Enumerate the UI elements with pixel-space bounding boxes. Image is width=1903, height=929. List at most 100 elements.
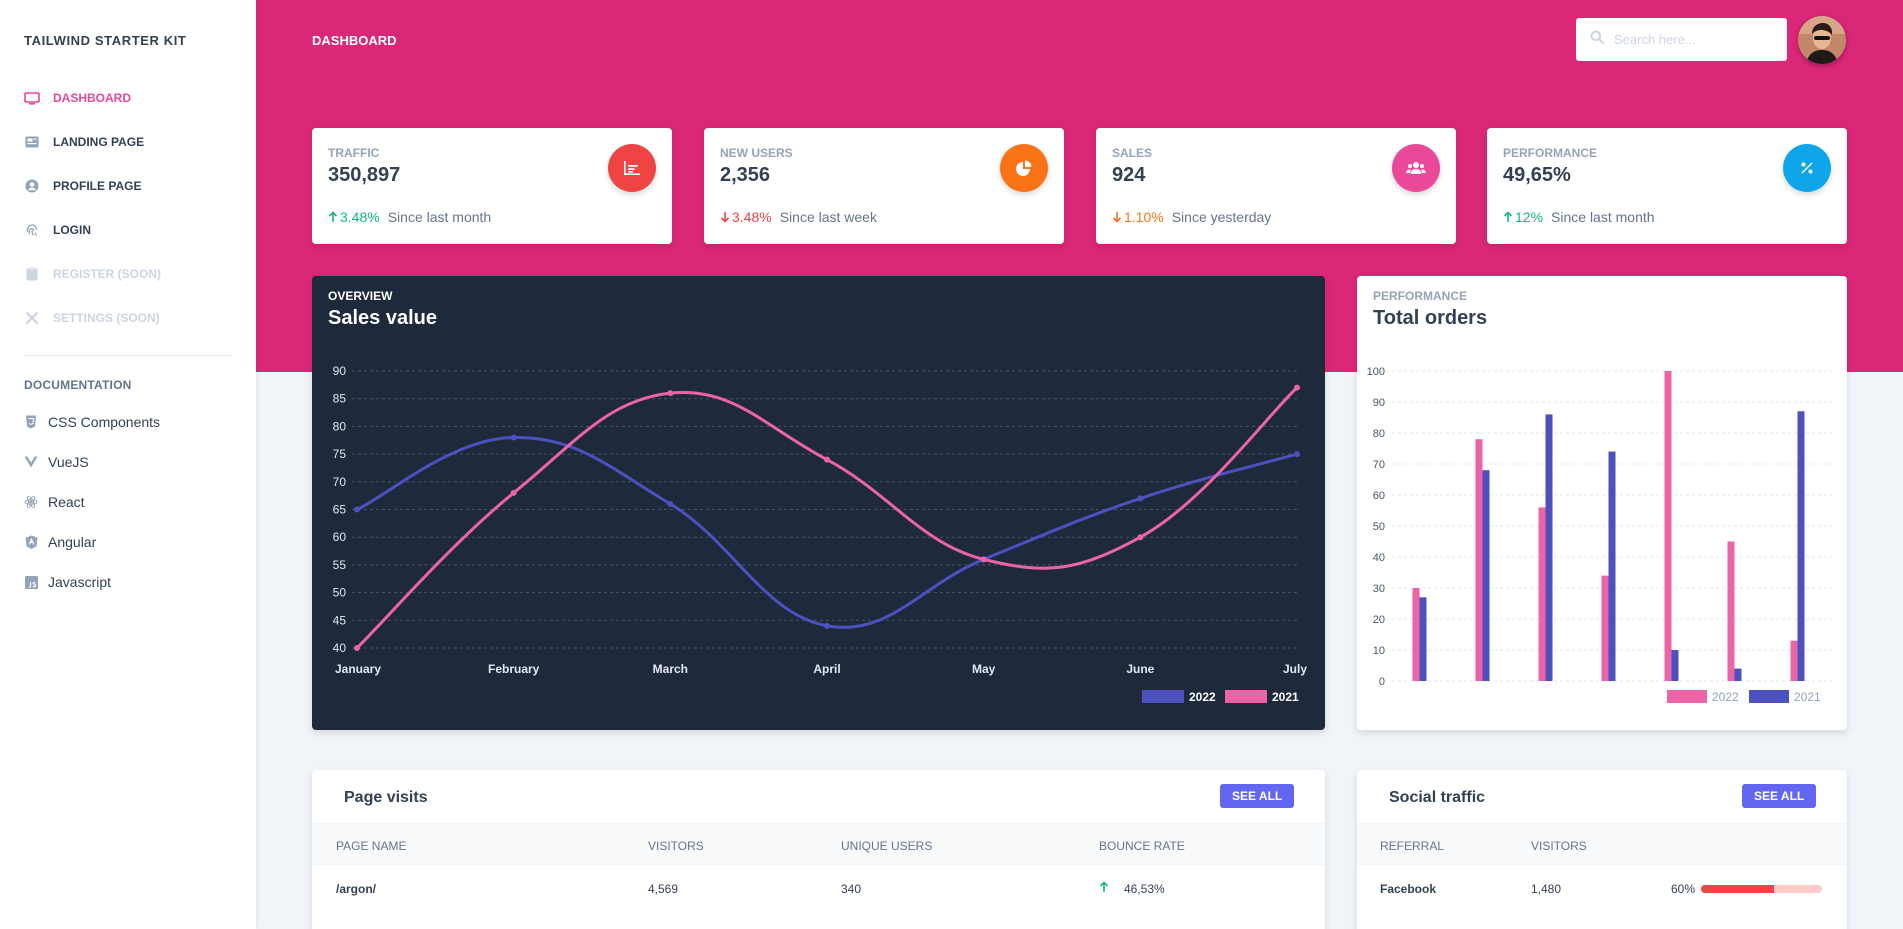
data-point — [980, 556, 987, 563]
stat-label: SALES — [1112, 146, 1153, 160]
sidebar-item-settings[interactable]: SETTINGS (SOON) — [24, 311, 160, 325]
stat-delta-value: 1.10% — [1124, 209, 1164, 225]
bar-2021 — [1797, 411, 1805, 681]
data-point — [1137, 495, 1144, 502]
sales-line-chart: 40 45 50 55 60 65 70 75 80 85 90 January February Mar… — [333, 364, 1308, 704]
doc-link-vuejs[interactable]: VueJS — [24, 454, 89, 470]
y-tick-label: 10 — [1373, 645, 1385, 657]
search-icon — [1590, 30, 1604, 49]
doc-link-angular[interactable]: Angular — [24, 534, 96, 550]
progress-bar — [1701, 885, 1822, 893]
chart-subtitle: PERFORMANCE — [1373, 289, 1468, 303]
sidebar-item-register[interactable]: REGISTER (SOON) — [24, 267, 161, 281]
stat-value: 924 — [1112, 164, 1146, 186]
sidebar-item-label: LOGIN — [53, 223, 91, 237]
stat-since: Since last month — [387, 209, 492, 225]
sales-value-card: OVERVIEW Sales value 40 45 50 55 60 65 70 75 80 8… — [312, 276, 1325, 730]
avatar[interactable] — [1798, 16, 1846, 64]
sidebar-item-landing-page[interactable]: LANDING PAGE — [24, 135, 144, 149]
column-header: UNIQUE USERS — [841, 839, 933, 853]
see-all-button[interactable]: SEE ALL — [1220, 784, 1295, 808]
legend-swatch — [1225, 690, 1267, 703]
y-tick-label: 80 — [1373, 428, 1385, 440]
stat-since: Since yesterday — [1171, 209, 1272, 225]
arrow-up-icon — [328, 211, 338, 222]
css3-icon — [24, 415, 38, 429]
bar-2022 — [1790, 640, 1798, 681]
stat-delta-value: 3.48% — [340, 209, 380, 225]
x-tick-label: January — [335, 662, 381, 676]
brand-title[interactable]: TAILWIND STARTER KIT — [24, 33, 187, 48]
y-tick-label: 45 — [333, 613, 347, 627]
x-tick-label: July — [1283, 662, 1307, 676]
column-header: REFERRAL — [1380, 839, 1445, 853]
orders-bar-chart: 0 10 20 30 40 50 60 70 80 90 100 2022 2021 — [1367, 366, 1833, 704]
sidebar-item-label: SETTINGS (SOON) — [53, 311, 160, 325]
sidebar-item-login[interactable]: LOGIN — [24, 223, 91, 237]
stat-value: 49,65% — [1503, 164, 1571, 186]
bar-2021 — [1545, 414, 1553, 681]
chart-bar-icon — [608, 144, 656, 192]
stat-delta: 3.48% — [328, 209, 380, 225]
data-point — [667, 500, 674, 507]
y-tick-label: 0 — [1379, 676, 1385, 688]
chart-title: Total orders — [1373, 307, 1488, 329]
documentation-heading: DOCUMENTATION — [24, 378, 132, 392]
x-tick-label: April — [813, 662, 840, 676]
stat-card-sales: SALES 924 1.10% Since yesterday — [1096, 128, 1456, 244]
stat-label: NEW USERS — [720, 146, 793, 160]
chart-title: Sales value — [328, 307, 437, 329]
percent-icon — [1783, 144, 1831, 192]
page-visits-card: Page visits SEE ALL PAGE NAME VISITORS U… — [312, 770, 1325, 929]
arrow-up-icon — [1099, 881, 1109, 896]
y-tick-label: 20 — [1373, 614, 1385, 626]
stat-delta-value: 3.48% — [732, 209, 772, 225]
sidebar-item-label: PROFILE PAGE — [53, 179, 142, 193]
y-tick-label: 40 — [1373, 552, 1385, 564]
stat-card-traffic: TRAFFIC 350,897 3.48% Since last month — [312, 128, 672, 244]
stat-footer: 12% Since last month — [1503, 209, 1655, 225]
doc-link-label: Angular — [48, 534, 97, 550]
sidebar-item-label: DASHBOARD — [53, 91, 131, 105]
see-all-button[interactable]: SEE ALL — [1742, 784, 1817, 808]
bar-2022 — [1538, 507, 1546, 681]
x-tick-label: March — [653, 662, 688, 676]
y-tick-label: 40 — [333, 641, 347, 655]
arrow-up-icon — [1503, 211, 1513, 222]
y-tick-label: 60 — [1373, 490, 1385, 502]
data-point — [824, 456, 830, 463]
column-header: VISITORS — [648, 839, 704, 853]
stat-since: Since last month — [1551, 209, 1655, 225]
visitors-cell: 4,569 — [648, 882, 679, 896]
legend-label: 2021 — [1794, 690, 1821, 704]
doc-link-label: VueJS — [48, 454, 89, 470]
y-tick-label: 60 — [333, 530, 347, 544]
table-title: Page visits — [344, 789, 428, 806]
legend-label: 2022 — [1712, 690, 1739, 704]
data-point — [354, 506, 360, 513]
search-box[interactable] — [1576, 18, 1787, 61]
sidebar-item-profile-page[interactable]: PROFILE PAGE — [24, 179, 141, 193]
page-title[interactable]: DASHBOARD — [312, 33, 397, 48]
bar-2022 — [1664, 371, 1672, 681]
stat-delta: 3.48% — [720, 209, 772, 225]
bar-2021 — [1671, 650, 1679, 681]
clipboard-icon — [24, 267, 40, 281]
doc-link-react[interactable]: React — [24, 494, 85, 510]
newspaper-icon — [24, 135, 40, 149]
sidebar-item-dashboard[interactable]: DASHBOARD — [24, 91, 131, 105]
chart-subtitle: OVERVIEW — [328, 289, 393, 303]
legend-label: 2021 — [1272, 690, 1299, 704]
stat-footer: 3.48% Since last month — [328, 209, 491, 225]
table-title: Social traffic — [1389, 789, 1486, 806]
react-icon — [24, 495, 38, 509]
stat-footer: 3.48% Since last week — [720, 209, 877, 225]
doc-link-css-components[interactable]: CSS Components — [24, 414, 160, 430]
search-input[interactable] — [1614, 32, 1774, 47]
legend-swatch — [1749, 690, 1789, 703]
y-tick-label: 90 — [1373, 397, 1385, 409]
doc-link-label: CSS Components — [48, 414, 161, 430]
social-traffic-card: Social traffic SEE ALL REFERRAL VISITORS… — [1357, 770, 1847, 929]
table-header: PAGE NAME VISITORS UNIQUE USERS BOUNCE R… — [312, 823, 1325, 865]
doc-link-javascript[interactable]: Javascript — [24, 574, 111, 590]
